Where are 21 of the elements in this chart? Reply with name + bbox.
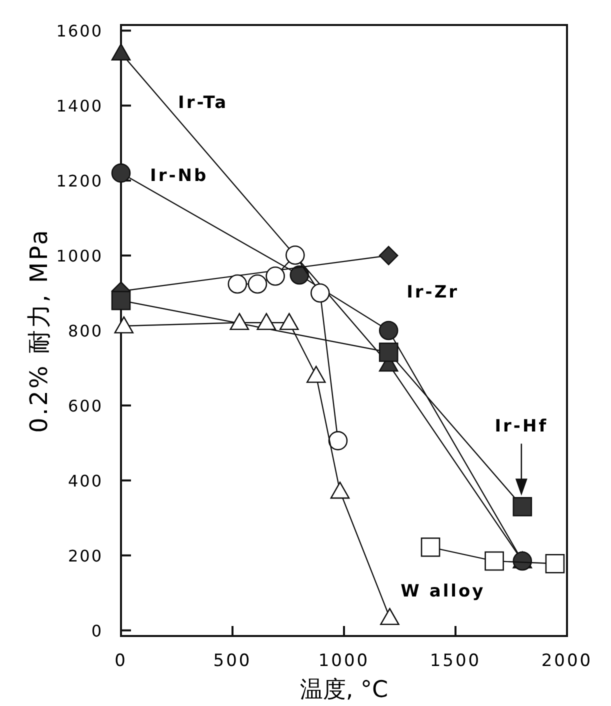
y-tick-label: 400 [68, 471, 103, 490]
y-tick-label: 600 [68, 396, 103, 416]
series-label: Ir-Hf [494, 416, 548, 437]
y-axis-title: 0.2% 耐力, MPa [25, 228, 53, 433]
y-tick-label: 800 [68, 322, 103, 340]
x-tick-label: 0 [114, 651, 128, 671]
y-tick-label: 0 [91, 621, 103, 640]
series-label: Ir-Ta [178, 93, 228, 114]
y-tick-label: 1600 [56, 22, 103, 41]
series-label: Ir-Nb [150, 166, 208, 186]
y-tick-label: 1400 [56, 96, 103, 116]
x-tick-label: 500 [213, 651, 252, 671]
y-tick-label: 1000 [56, 246, 103, 266]
series-label: W alloy [400, 582, 486, 602]
y-tick-label: 1200 [56, 172, 103, 191]
y-tick-label: 200 [68, 546, 103, 566]
x-tick-label: 2000 [541, 651, 593, 671]
x-tick-label: 1500 [430, 651, 482, 671]
series-label: Ir-Zr [406, 282, 460, 303]
x-axis-title: 温度, °C [300, 677, 388, 703]
x-tick-label: 1000 [318, 651, 370, 671]
